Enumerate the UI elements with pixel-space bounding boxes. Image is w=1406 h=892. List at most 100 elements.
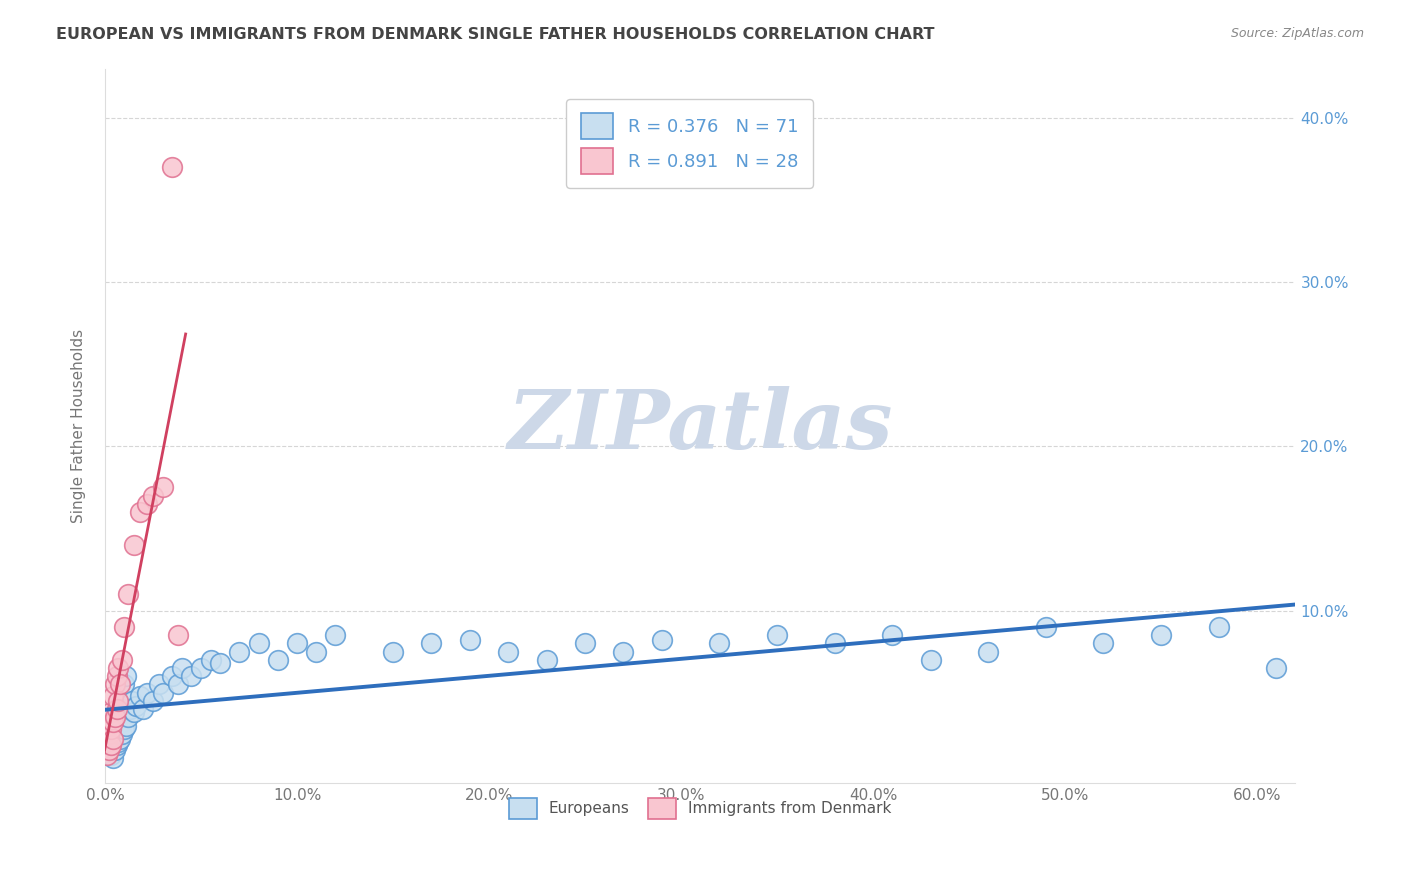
Text: EUROPEAN VS IMMIGRANTS FROM DENMARK SINGLE FATHER HOUSEHOLDS CORRELATION CHART: EUROPEAN VS IMMIGRANTS FROM DENMARK SING… <box>56 27 935 42</box>
Point <box>104 743 127 757</box>
Point <box>100 748 122 763</box>
Point <box>612 645 634 659</box>
Point <box>142 694 165 708</box>
Point <box>110 731 132 746</box>
Point <box>96 748 118 763</box>
Point <box>305 645 328 659</box>
Point <box>128 689 150 703</box>
Point <box>111 727 134 741</box>
Point <box>104 710 127 724</box>
Point <box>111 702 134 716</box>
Point <box>132 702 155 716</box>
Point <box>536 653 558 667</box>
Point <box>97 743 120 757</box>
Point <box>115 718 138 732</box>
Point <box>200 653 222 667</box>
Point <box>107 661 129 675</box>
Point <box>180 669 202 683</box>
Point <box>96 735 118 749</box>
Point <box>152 686 174 700</box>
Point <box>101 735 124 749</box>
Point <box>709 636 731 650</box>
Y-axis label: Single Father Households: Single Father Households <box>72 329 86 523</box>
Point <box>496 645 519 659</box>
Point <box>651 633 673 648</box>
Point <box>97 731 120 746</box>
Point <box>228 645 250 659</box>
Point <box>136 686 159 700</box>
Point <box>128 505 150 519</box>
Legend: Europeans, Immigrants from Denmark: Europeans, Immigrants from Denmark <box>503 791 897 825</box>
Point <box>574 636 596 650</box>
Point <box>104 731 127 746</box>
Point <box>458 633 481 648</box>
Point <box>117 587 139 601</box>
Point <box>105 715 128 730</box>
Point <box>117 710 139 724</box>
Point <box>100 738 122 752</box>
Point <box>190 661 212 675</box>
Point <box>1265 661 1288 675</box>
Point <box>136 497 159 511</box>
Point <box>115 669 138 683</box>
Point <box>285 636 308 650</box>
Point <box>105 738 128 752</box>
Point <box>766 628 789 642</box>
Point <box>170 661 193 675</box>
Point <box>96 738 118 752</box>
Point <box>107 710 129 724</box>
Point <box>112 677 135 691</box>
Point <box>97 718 120 732</box>
Point <box>160 669 183 683</box>
Point <box>97 743 120 757</box>
Point <box>1035 620 1057 634</box>
Point <box>111 653 134 667</box>
Point <box>1092 636 1115 650</box>
Point <box>101 722 124 736</box>
Point <box>167 677 190 691</box>
Point <box>267 653 290 667</box>
Text: Source: ZipAtlas.com: Source: ZipAtlas.com <box>1230 27 1364 40</box>
Point <box>882 628 904 642</box>
Point <box>107 694 129 708</box>
Point <box>104 677 127 691</box>
Point <box>104 718 127 732</box>
Point <box>100 722 122 736</box>
Point <box>142 489 165 503</box>
Point <box>122 538 145 552</box>
Point <box>148 677 170 691</box>
Point <box>125 698 148 713</box>
Point <box>325 628 347 642</box>
Point <box>97 727 120 741</box>
Point <box>118 702 141 716</box>
Point <box>1150 628 1173 642</box>
Point <box>100 706 122 720</box>
Point <box>112 722 135 736</box>
Point <box>101 715 124 730</box>
Point <box>107 735 129 749</box>
Point <box>920 653 942 667</box>
Point <box>977 645 1000 659</box>
Point <box>101 689 124 703</box>
Point <box>105 702 128 716</box>
Point <box>122 706 145 720</box>
Point <box>107 722 129 736</box>
Point <box>100 738 122 752</box>
Point <box>111 715 134 730</box>
Point <box>209 656 232 670</box>
Point <box>247 636 270 650</box>
Point <box>110 706 132 720</box>
Point <box>110 718 132 732</box>
Point <box>382 645 405 659</box>
Point <box>105 669 128 683</box>
Point <box>121 694 143 708</box>
Point <box>105 727 128 741</box>
Point <box>152 480 174 494</box>
Point <box>167 628 190 642</box>
Point <box>100 727 122 741</box>
Point <box>112 620 135 634</box>
Point <box>1208 620 1230 634</box>
Point <box>420 636 443 650</box>
Point <box>824 636 846 650</box>
Point <box>101 731 124 746</box>
